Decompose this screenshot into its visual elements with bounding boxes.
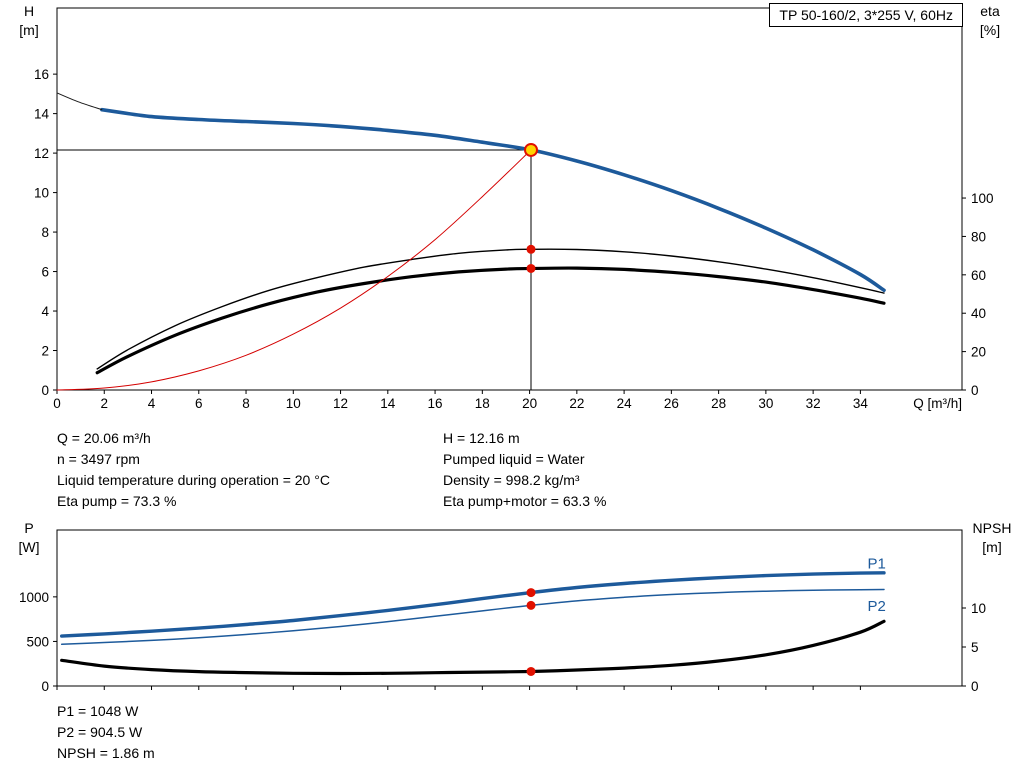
svg-text:12: 12 [333,396,348,411]
svg-text:14: 14 [34,107,50,122]
p-axis-title: P [W] [8,519,50,557]
svg-text:32: 32 [806,396,821,411]
svg-text:30: 30 [758,396,773,411]
eta-pump-motor-dot [526,263,536,273]
svg-text:60: 60 [971,268,986,283]
system-curve [56,149,532,391]
svg-text:20: 20 [522,396,537,411]
svg-text:34: 34 [853,396,869,411]
svg-text:28: 28 [711,396,726,411]
svg-text:26: 26 [664,396,679,411]
svg-text:10: 10 [286,396,301,411]
svg-text:8: 8 [41,225,49,240]
eta-pump-motor [95,266,886,375]
p1-value: P1 = 1048 W [57,703,139,719]
svg-text:20: 20 [971,345,986,360]
npsh-value: NPSH = 1.86 m [57,745,155,761]
svg-text:2: 2 [101,396,109,411]
svg-text:0: 0 [53,396,61,411]
svg-text:14: 14 [380,396,396,411]
npsh-axis-unit: [m] [982,539,1002,555]
liquid-temperature-value: Liquid temperature during operation = 20… [57,472,330,488]
p-axis-unit: [W] [18,539,40,555]
svg-text:16: 16 [428,396,443,411]
pump-curve [100,107,886,293]
svg-text:5: 5 [971,640,979,655]
p2-curve [60,588,885,646]
svg-text:2: 2 [41,344,49,359]
density-value: Density = 998.2 kg/m³ [443,472,580,488]
svg-text:0: 0 [41,679,49,694]
p-axis-name: P [24,520,34,536]
svg-text:8: 8 [242,396,250,411]
duty-point [524,142,539,157]
svg-text:4: 4 [148,396,156,411]
power-npsh-info: P1 = 1048 W P2 = 904.5 W NPSH = 1.86 m [57,701,155,764]
eta-axis-name: eta [980,3,1000,19]
h-axis-name: H [23,3,35,19]
head-value: H = 12.16 m [443,430,520,446]
svg-text:16: 16 [34,67,49,82]
pump-model-box: TP 50-160/2, 3*255 V, 60Hz [769,3,963,27]
svg-text:40: 40 [971,306,986,321]
svg-text:0: 0 [41,383,49,398]
series-label-p2: P2 [867,598,885,615]
svg-text:22: 22 [569,396,584,411]
svg-text:18: 18 [475,396,490,411]
operating-point-info-right: H = 12.16 m Pumped liquid = Water Densit… [443,428,606,512]
svg-text:10: 10 [34,186,49,201]
svg-text:Q [m³/h]: Q [m³/h] [913,396,962,411]
npsh-axis-title: NPSH [m] [962,519,1022,557]
eta-pump-dot [526,244,536,254]
svg-text:0: 0 [971,679,979,694]
eta-axis-title: eta [%] [966,2,1014,40]
svg-text:1000: 1000 [19,590,49,605]
svg-text:500: 500 [26,634,49,649]
npsh-axis-name: NPSH [972,520,1012,536]
series-label-p1: P1 [867,555,885,572]
h-axis-title: H [m] [8,2,50,40]
p2-dot [526,600,536,610]
svg-text:0: 0 [971,383,979,398]
eta-axis-unit: [%] [979,22,1001,38]
eta-pump [96,248,885,370]
svg-text:12: 12 [34,146,49,161]
h-axis-unit: [m] [19,22,39,38]
eta-pump-value: Eta pump = 73.3 % [57,493,177,509]
speed-value: n = 3497 rpm [57,451,140,467]
svg-text:24: 24 [617,396,633,411]
eta-pump-motor-value: Eta pump+motor = 63.3 % [443,493,607,509]
p1-curve [60,571,886,638]
npsh-dot [526,666,536,676]
npsh-curve [60,619,886,676]
p2-value: P2 = 904.5 W [57,724,143,740]
flow-value: Q = 20.06 m³/h [57,430,151,446]
svg-text:100: 100 [971,191,994,206]
svg-text:6: 6 [195,396,203,411]
pumped-liquid-value: Pumped liquid = Water [443,451,585,467]
svg-text:80: 80 [971,229,986,244]
pump-curve-rated [56,92,103,111]
svg-text:10: 10 [971,601,986,616]
svg-text:4: 4 [41,304,49,319]
p1-dot [526,588,536,598]
operating-point-info-left: Q = 20.06 m³/h n = 3497 rpm Liquid tempe… [57,428,330,512]
svg-text:6: 6 [41,265,49,280]
